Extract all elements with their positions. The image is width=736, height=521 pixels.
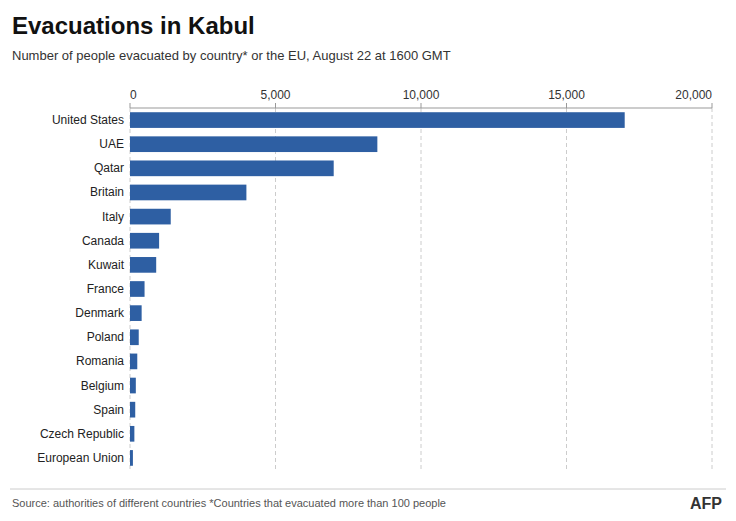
category-label: Czech Republic	[40, 427, 124, 441]
bar	[130, 329, 139, 345]
tick-mark	[712, 103, 713, 108]
tick-mark	[566, 103, 567, 108]
bar	[130, 209, 171, 225]
bar	[130, 450, 133, 466]
grid-line	[566, 108, 567, 470]
bar	[130, 354, 137, 370]
divider	[10, 489, 726, 490]
category-label: European Union	[37, 451, 124, 465]
category-label: France	[87, 282, 125, 296]
tick-mark	[275, 103, 276, 108]
credit: AFP	[690, 495, 722, 512]
title: Evacuations in Kabul	[12, 12, 255, 39]
x-axis: 0 5,000 10,000 15,000 20,000	[130, 88, 712, 108]
category-label: United States	[52, 113, 124, 127]
category-label: Italy	[102, 210, 124, 224]
tick-label: 20,000	[675, 88, 712, 102]
chart: Evacuations in Kabul Number of people eva…	[0, 0, 736, 521]
category-label: Britain	[90, 185, 124, 199]
category-label: Denmark	[75, 306, 125, 320]
tick-label: 0	[130, 88, 137, 102]
tick-label: 10,000	[403, 88, 440, 102]
bar	[130, 112, 625, 128]
bar	[130, 305, 142, 321]
bar	[130, 136, 377, 152]
category-label: Canada	[82, 234, 124, 248]
category-label: UAE	[99, 137, 124, 151]
tick-label: 5,000	[260, 88, 290, 102]
subtitle: Number of people evacuated by country* o…	[12, 48, 451, 63]
bar	[130, 160, 334, 176]
bar	[130, 426, 134, 442]
bar	[130, 402, 135, 418]
tick-mark	[130, 103, 131, 108]
background	[0, 0, 736, 521]
bar	[130, 378, 136, 394]
tick-label: 15,000	[548, 88, 585, 102]
bar	[130, 233, 159, 249]
y-axis: United States UAE Qatar Britain Italy Canada K…	[37, 113, 125, 465]
bar	[130, 257, 156, 273]
bar	[130, 281, 145, 297]
grid-line	[712, 108, 713, 470]
source-note: Source: authorities of different countri…	[12, 497, 446, 509]
grid	[130, 108, 712, 470]
category-label: Spain	[93, 403, 124, 417]
category-label: Belgium	[81, 379, 124, 393]
category-label: Poland	[87, 330, 124, 344]
bars	[130, 112, 625, 466]
category-label: Kuwait	[88, 258, 125, 272]
tick-mark	[421, 103, 422, 108]
bar	[130, 185, 246, 201]
category-label: Romania	[76, 354, 124, 368]
category-label: Qatar	[94, 161, 124, 175]
grid-line	[421, 108, 422, 470]
